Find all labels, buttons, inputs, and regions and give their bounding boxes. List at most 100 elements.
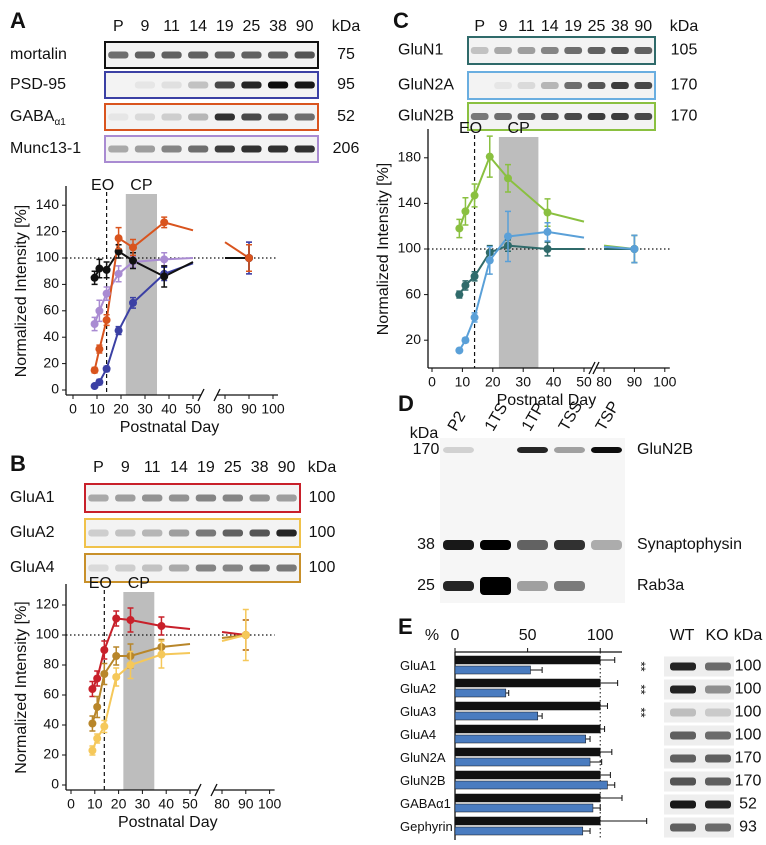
blot-band — [587, 113, 606, 120]
lane-label: 25 — [224, 459, 242, 476]
row-label: mortalin — [10, 46, 67, 63]
error-bar — [600, 703, 608, 709]
blot-band — [670, 685, 696, 694]
lane-label: KO — [705, 627, 728, 644]
blot-band — [161, 145, 182, 153]
blot-band — [294, 145, 315, 153]
bar — [454, 701, 601, 711]
data-point — [100, 722, 109, 731]
blot-band — [634, 82, 653, 89]
blot-band — [267, 81, 289, 89]
data-point — [114, 234, 123, 243]
blot-band — [517, 82, 536, 89]
data-point — [112, 652, 121, 660]
category-label: Gephyrin — [400, 819, 453, 834]
kda-header: kDa — [734, 627, 763, 644]
row-label: GluA4 — [10, 559, 55, 576]
bar — [454, 734, 586, 744]
blot-band — [188, 145, 209, 153]
blot-band — [195, 564, 217, 572]
category-label: GluA2 — [400, 681, 436, 696]
y-tick-label: 80 — [43, 656, 59, 672]
blot-band — [168, 494, 190, 502]
kda-value: 105 — [671, 42, 698, 59]
kda-value: 100 — [735, 658, 762, 675]
lane-label: 38 — [251, 459, 269, 476]
lane-label: 11 — [163, 18, 180, 35]
x-tick-label: 20 — [111, 796, 127, 812]
blot-band — [188, 113, 209, 121]
blot-band — [249, 494, 270, 502]
blot-band — [276, 494, 297, 502]
blot-band — [705, 731, 731, 740]
x-tick-label: 40 — [161, 401, 177, 417]
blot-box — [664, 725, 734, 746]
data-point — [114, 326, 123, 335]
category-label: GluA3 — [400, 704, 436, 719]
x-axis-label: % — [425, 627, 439, 644]
error-bar — [600, 680, 619, 686]
lane-label: 90 — [634, 18, 652, 35]
blot-box — [664, 817, 734, 838]
kda-header: kDa — [670, 18, 699, 35]
data-point — [126, 616, 135, 624]
error-bar — [600, 795, 623, 801]
error-bar — [585, 736, 591, 742]
data-point — [543, 227, 552, 236]
blot-band — [134, 81, 156, 89]
x-tick-label: 30 — [137, 401, 153, 417]
blot-band — [670, 708, 696, 717]
category-label: GluA4 — [400, 727, 436, 742]
error-bar — [592, 805, 601, 811]
data-point — [88, 719, 97, 728]
blot-band — [564, 47, 583, 54]
blot-band — [554, 447, 585, 453]
blot-box — [664, 794, 734, 815]
x-tick-label: 50 — [185, 401, 201, 417]
y-tick-label: 0 — [51, 381, 59, 397]
series-line — [603, 245, 635, 250]
kda-value: 100 — [309, 559, 336, 576]
bar — [454, 678, 601, 688]
lane-label: 25 — [588, 18, 606, 35]
y-tick-label: 180 — [398, 149, 422, 165]
data-point — [102, 364, 111, 373]
blot-box — [440, 438, 625, 603]
data-point — [93, 703, 102, 711]
x-tick-label: 20 — [113, 401, 129, 417]
blot-band — [494, 82, 512, 89]
blot-band — [115, 529, 136, 537]
blot-box — [664, 656, 734, 677]
blot-band — [554, 540, 585, 550]
data-point — [112, 673, 121, 681]
bar — [454, 711, 539, 721]
annotation: CP — [130, 177, 152, 194]
data-point — [93, 674, 102, 683]
blot-band — [517, 581, 548, 591]
kda-value: 206 — [333, 140, 360, 157]
lane-label: P — [93, 459, 104, 476]
period-band — [123, 592, 155, 790]
blot-band — [705, 823, 731, 832]
annotation: CP — [508, 120, 530, 137]
row-label: GABAα1 — [10, 108, 66, 128]
blot-band — [670, 777, 696, 786]
significance: ** — [634, 661, 649, 671]
lane-label: 19 — [216, 18, 234, 35]
kda-value: 38 — [417, 536, 435, 553]
category-label: GluN2A — [400, 750, 446, 765]
blot-band — [591, 447, 622, 453]
blot-band — [517, 447, 548, 453]
blot-band — [276, 564, 297, 572]
data-point — [461, 207, 470, 216]
blot-band — [161, 113, 182, 121]
blot-box — [664, 748, 734, 769]
error-bar — [607, 782, 616, 788]
bar — [454, 757, 591, 767]
blot-band — [241, 51, 262, 59]
bar — [454, 826, 584, 836]
blot-band — [517, 47, 536, 54]
blot-band — [222, 529, 244, 537]
blot-band — [670, 823, 696, 832]
blot-band — [540, 113, 559, 120]
